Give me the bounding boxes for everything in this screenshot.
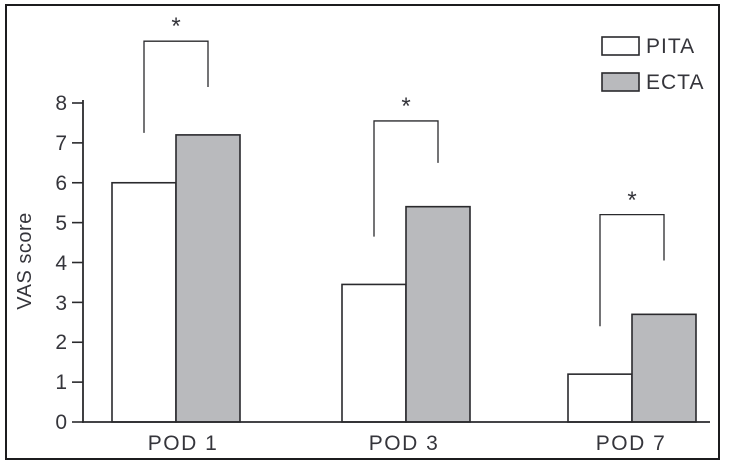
legend-swatch-ecta (601, 72, 640, 92)
significance-asterisk: * (171, 13, 180, 40)
x-category-label: POD 3 (369, 432, 440, 455)
significance-bracket-pod-1 (143, 40, 209, 133)
bar-ecta-pod-1 (175, 134, 241, 423)
y-tick-label: 5 (55, 212, 67, 235)
legend-label-pita: PITA (646, 35, 695, 58)
bar-ecta-pod-7 (631, 313, 697, 423)
bars-layer (111, 134, 697, 423)
y-tick-label: 2 (55, 331, 67, 354)
y-tick-label: 3 (55, 292, 67, 315)
x-category-label: POD 1 (148, 432, 219, 455)
significance-bracket-pod-7 (599, 214, 665, 327)
x-category-label: POD 7 (596, 432, 667, 455)
significance-asterisk: * (401, 93, 410, 120)
y-axis-title: VAS score (14, 212, 36, 310)
y-tick-label: 0 (55, 411, 67, 434)
legend: PITA ECTA (601, 35, 704, 94)
figure-border (5, 4, 720, 460)
legend-label-ecta: ECTA (646, 71, 704, 94)
y-tick-label: 7 (55, 132, 67, 155)
significance-asterisk: * (627, 187, 636, 214)
y-tick-label: 6 (55, 172, 67, 195)
significance-brackets-layer (143, 40, 665, 327)
bar-ecta-pod-3 (405, 205, 471, 423)
y-tick-label: 8 (55, 92, 67, 115)
y-ticks-layer (72, 102, 83, 423)
bar-pita-pod-7 (567, 373, 633, 423)
bar-pita-pod-1 (111, 181, 177, 423)
significance-bracket-pod-3 (373, 120, 439, 237)
bar-pita-pod-3 (341, 283, 407, 423)
legend-swatch-pita (601, 36, 640, 56)
y-tick-label: 1 (55, 371, 67, 394)
y-tick-label: 4 (55, 252, 67, 275)
